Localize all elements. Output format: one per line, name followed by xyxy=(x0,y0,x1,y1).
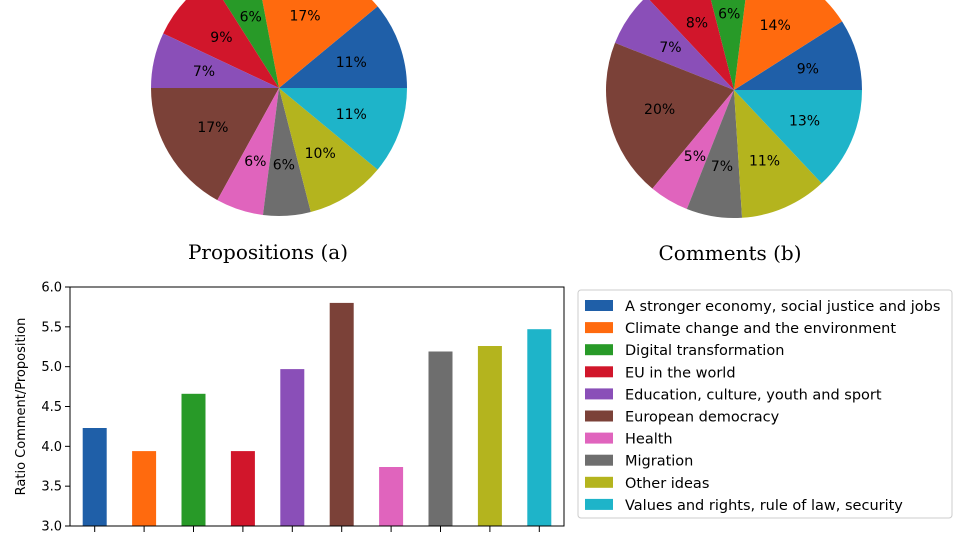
slice-label: 17% xyxy=(289,9,320,25)
slice-label: 10% xyxy=(305,146,336,162)
legend-label: Values and rights, rule of law, security xyxy=(625,498,903,514)
pie-slice xyxy=(652,90,734,210)
legend-swatch xyxy=(585,344,613,356)
y-axis-label: Ratio Comment/Proposition xyxy=(14,318,29,496)
slice-label: 11% xyxy=(336,107,367,123)
bar xyxy=(428,351,453,526)
legend-label: European democracy xyxy=(625,410,780,426)
bar xyxy=(280,369,305,526)
legend-label: Migration xyxy=(625,454,693,470)
caption-comments: Comments (b) xyxy=(658,241,801,265)
y-tick-label: 5.0 xyxy=(41,360,62,375)
bar-chart-ratio: 3.0 3.5 4.0 4.5 5.0 5.5 6.0 Ratio Comment/Propo… xyxy=(14,281,565,535)
legend: A stronger economy, social justice and j… xyxy=(577,289,953,519)
pie-slice xyxy=(614,0,734,90)
caption-propositions: Propositions (a) xyxy=(188,240,348,264)
slice-label: 6% xyxy=(240,10,262,26)
legend-label: EU in the world xyxy=(625,365,736,381)
bar xyxy=(132,451,157,526)
pie-chart-propositions: 11% 17% 6% 9% 7% 17% 6% 6% 10% 11% xyxy=(151,0,407,216)
y-tick-label: 6.0 xyxy=(41,281,62,296)
legend-label: Health xyxy=(625,432,673,448)
legend-swatch xyxy=(585,366,613,378)
bar xyxy=(527,329,552,526)
slice-label: 8% xyxy=(686,16,708,32)
slice-label: 20% xyxy=(644,102,675,118)
slice-label: 17% xyxy=(197,120,228,136)
y-tick-label: 5.5 xyxy=(41,320,62,335)
slice-label: 13% xyxy=(789,114,820,130)
pie-slice xyxy=(151,88,279,201)
bar xyxy=(329,302,354,526)
slice-label: 11% xyxy=(336,55,367,71)
legend-label: Digital transformation xyxy=(625,343,784,359)
pie-slice xyxy=(734,21,862,90)
legend-swatch xyxy=(585,498,613,510)
pie-slice xyxy=(279,6,407,88)
y-tick-label: 3.5 xyxy=(41,480,62,495)
slice-label: 7% xyxy=(193,64,215,80)
slice-label: 6% xyxy=(718,6,740,22)
pie-slice xyxy=(223,0,279,88)
slice-label: 11% xyxy=(749,154,780,170)
legend-swatch xyxy=(585,322,613,334)
slice-label: 5% xyxy=(684,149,706,165)
slice-label: 7% xyxy=(659,40,681,56)
bar xyxy=(477,346,502,526)
pie-slice xyxy=(734,0,843,90)
slice-label: 6% xyxy=(244,154,266,170)
slice-label: 6% xyxy=(273,158,295,174)
legend-swatch xyxy=(585,454,613,466)
plot-frame xyxy=(69,286,565,527)
y-tick-label: 4.5 xyxy=(41,400,62,415)
pie-slice xyxy=(151,33,279,88)
legend-label: Other ideas xyxy=(625,476,709,492)
legend-swatch xyxy=(585,300,613,311)
legend-swatch xyxy=(585,432,613,444)
legend-frame xyxy=(577,289,953,519)
pie-slice xyxy=(262,0,378,88)
pie-slice xyxy=(262,88,311,216)
pie-chart-comments: 9% 14% 6% 8% 7% 20% 5% 7% 11% 13% xyxy=(605,0,862,219)
pie-slice xyxy=(734,90,862,184)
pie-slice xyxy=(217,88,279,215)
y-tick-label: 4.0 xyxy=(41,440,62,455)
y-tick-label: 3.0 xyxy=(41,520,62,535)
pie-slice xyxy=(279,88,407,170)
legend-swatch xyxy=(585,388,613,400)
slice-label: 9% xyxy=(797,62,819,78)
legend-label: Education, culture, youth and sport xyxy=(625,387,882,403)
pie-slice xyxy=(686,90,743,219)
pie-slice xyxy=(279,88,378,212)
slice-label: 9% xyxy=(210,30,232,46)
pie-slice xyxy=(734,90,822,218)
pie-slice xyxy=(710,0,746,90)
bar xyxy=(230,451,255,526)
bar xyxy=(379,467,404,526)
pie-slice xyxy=(163,0,279,88)
bar xyxy=(82,428,107,526)
pie-slice xyxy=(605,42,734,189)
slice-label: 14% xyxy=(760,18,791,34)
legend-swatch xyxy=(585,476,613,488)
legend-label: Climate change and the environment xyxy=(625,321,896,337)
legend-label: A stronger economy, social justice and j… xyxy=(625,299,940,315)
bar xyxy=(181,393,206,526)
slice-label: 7% xyxy=(711,159,733,175)
legend-swatch xyxy=(585,410,613,422)
